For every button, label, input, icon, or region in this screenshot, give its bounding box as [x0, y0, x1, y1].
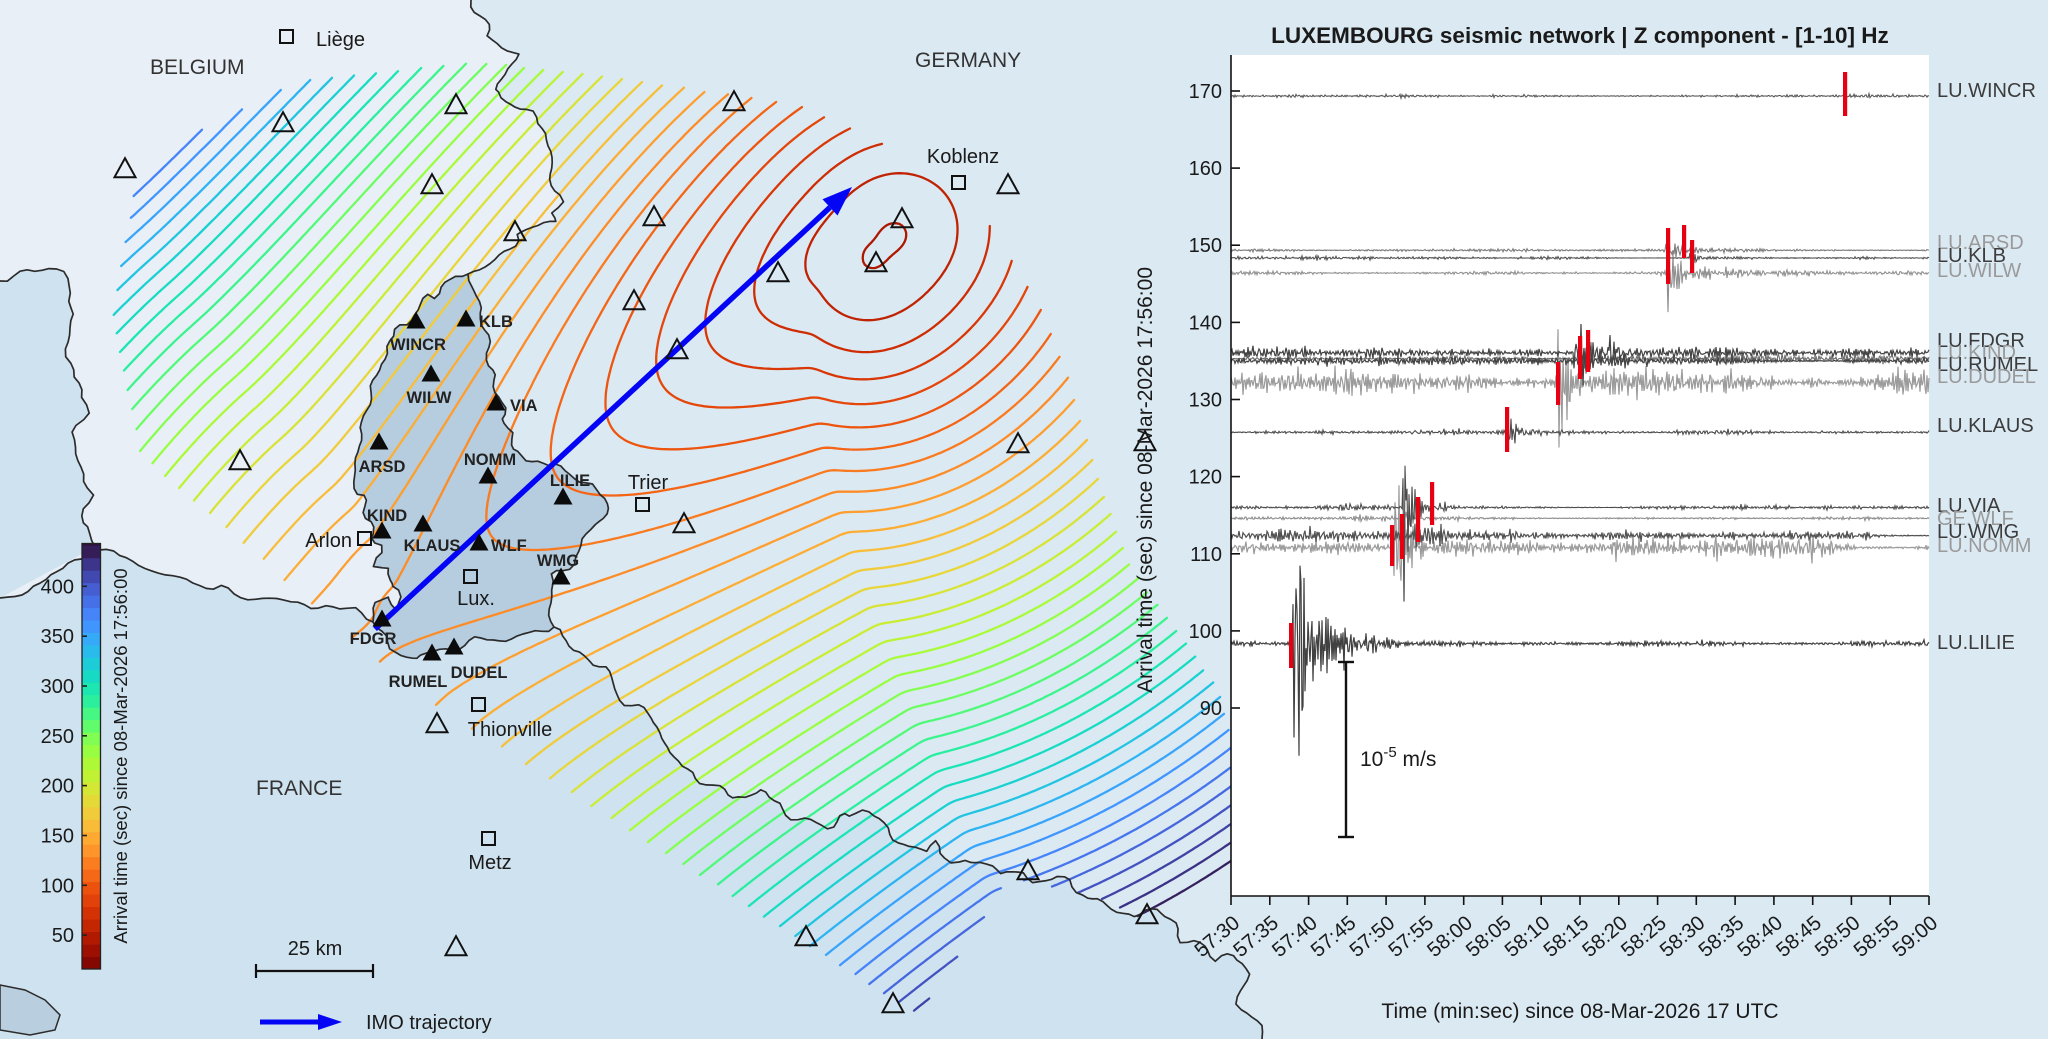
svg-text:Lux.: Lux.	[457, 588, 495, 610]
svg-text:100: 100	[41, 875, 74, 897]
svg-text:160: 160	[1189, 158, 1222, 180]
svg-text:400: 400	[41, 576, 74, 598]
svg-text:LU.ARSD: LU.ARSD	[1937, 232, 2024, 254]
svg-text:WINCR: WINCR	[390, 336, 446, 354]
svg-text:LU.RUMEL: LU.RUMEL	[1937, 354, 2038, 376]
svg-text:LUXEMBOURG seismic network | Z: LUXEMBOURG seismic network | Z component…	[1271, 23, 1889, 48]
svg-text:Liège: Liège	[316, 29, 365, 51]
svg-text:KLB: KLB	[479, 313, 513, 331]
svg-text:25 km: 25 km	[288, 938, 342, 960]
svg-text:LU.LILIE: LU.LILIE	[1937, 632, 2015, 654]
svg-text:50: 50	[52, 925, 74, 947]
svg-text:90: 90	[1200, 698, 1222, 720]
svg-text:150: 150	[41, 826, 74, 848]
svg-text:LU.NOMM: LU.NOMM	[1937, 535, 2031, 557]
svg-text:FRANCE: FRANCE	[256, 777, 342, 800]
svg-text:LU.FDGR: LU.FDGR	[1937, 330, 2025, 352]
svg-text:300: 300	[41, 676, 74, 698]
svg-text:130: 130	[1189, 390, 1222, 412]
svg-text:Koblenz: Koblenz	[927, 146, 999, 168]
svg-text:IMO trajectory: IMO trajectory	[366, 1012, 492, 1034]
svg-text:BELGIUM: BELGIUM	[150, 56, 245, 79]
svg-text:LU.DUDEL: LU.DUDEL	[1937, 366, 2036, 388]
svg-text:LU.WMG: LU.WMG	[1937, 521, 2019, 543]
svg-text:ARSD: ARSD	[359, 458, 406, 476]
svg-text:WILW: WILW	[407, 389, 452, 407]
svg-text:KIND: KIND	[367, 507, 407, 525]
svg-text:110: 110	[1190, 544, 1222, 566]
svg-text:KLAUS: KLAUS	[404, 537, 461, 555]
svg-text:170: 170	[1189, 81, 1222, 103]
svg-text:10-5 m/s: 10-5 m/s	[1360, 744, 1436, 771]
svg-text:FDGR: FDGR	[350, 630, 397, 648]
svg-text:LU.WINCR: LU.WINCR	[1937, 80, 2036, 102]
svg-text:Arlon: Arlon	[305, 530, 352, 552]
svg-text:100: 100	[1189, 621, 1222, 643]
svg-text:Thionville: Thionville	[468, 719, 552, 741]
svg-text:Time (min:sec) since 08-Mar-20: Time (min:sec) since 08-Mar-2026 17 UTC	[1381, 1000, 1778, 1023]
svg-text:Arrival time (sec) since 08-Ma: Arrival time (sec) since 08-Mar-2026 17:…	[1134, 267, 1157, 693]
svg-text:GERMANY: GERMANY	[915, 49, 1021, 72]
svg-text:Metz: Metz	[468, 852, 511, 874]
svg-text:GE.WLF: GE.WLF	[1937, 508, 2014, 530]
svg-text:DUDEL: DUDEL	[451, 664, 508, 682]
svg-text:LILIE: LILIE	[550, 472, 590, 490]
svg-text:Trier: Trier	[628, 472, 669, 494]
svg-text:RUMEL: RUMEL	[389, 673, 448, 691]
svg-text:350: 350	[41, 626, 74, 648]
svg-text:120: 120	[1189, 467, 1222, 489]
svg-text:LU.KIND: LU.KIND	[1937, 342, 2016, 364]
svg-text:LU.KLAUS: LU.KLAUS	[1937, 415, 2034, 437]
svg-text:LU.WILW: LU.WILW	[1937, 260, 2021, 282]
svg-text:Arrival time (sec) since 08-Ma: Arrival time (sec) since 08-Mar-2026 17:…	[110, 568, 131, 943]
svg-text:200: 200	[41, 776, 74, 798]
svg-text:WMG: WMG	[537, 552, 579, 570]
svg-text:WLF: WLF	[491, 537, 527, 555]
svg-text:VIA: VIA	[510, 397, 538, 415]
svg-text:150: 150	[1189, 235, 1222, 257]
svg-text:LU.VIA: LU.VIA	[1937, 495, 2001, 517]
svg-text:250: 250	[41, 726, 74, 748]
svg-text:140: 140	[1189, 312, 1222, 334]
svg-text:NOMM: NOMM	[464, 451, 516, 469]
svg-text:LU.KLB: LU.KLB	[1937, 245, 2006, 267]
